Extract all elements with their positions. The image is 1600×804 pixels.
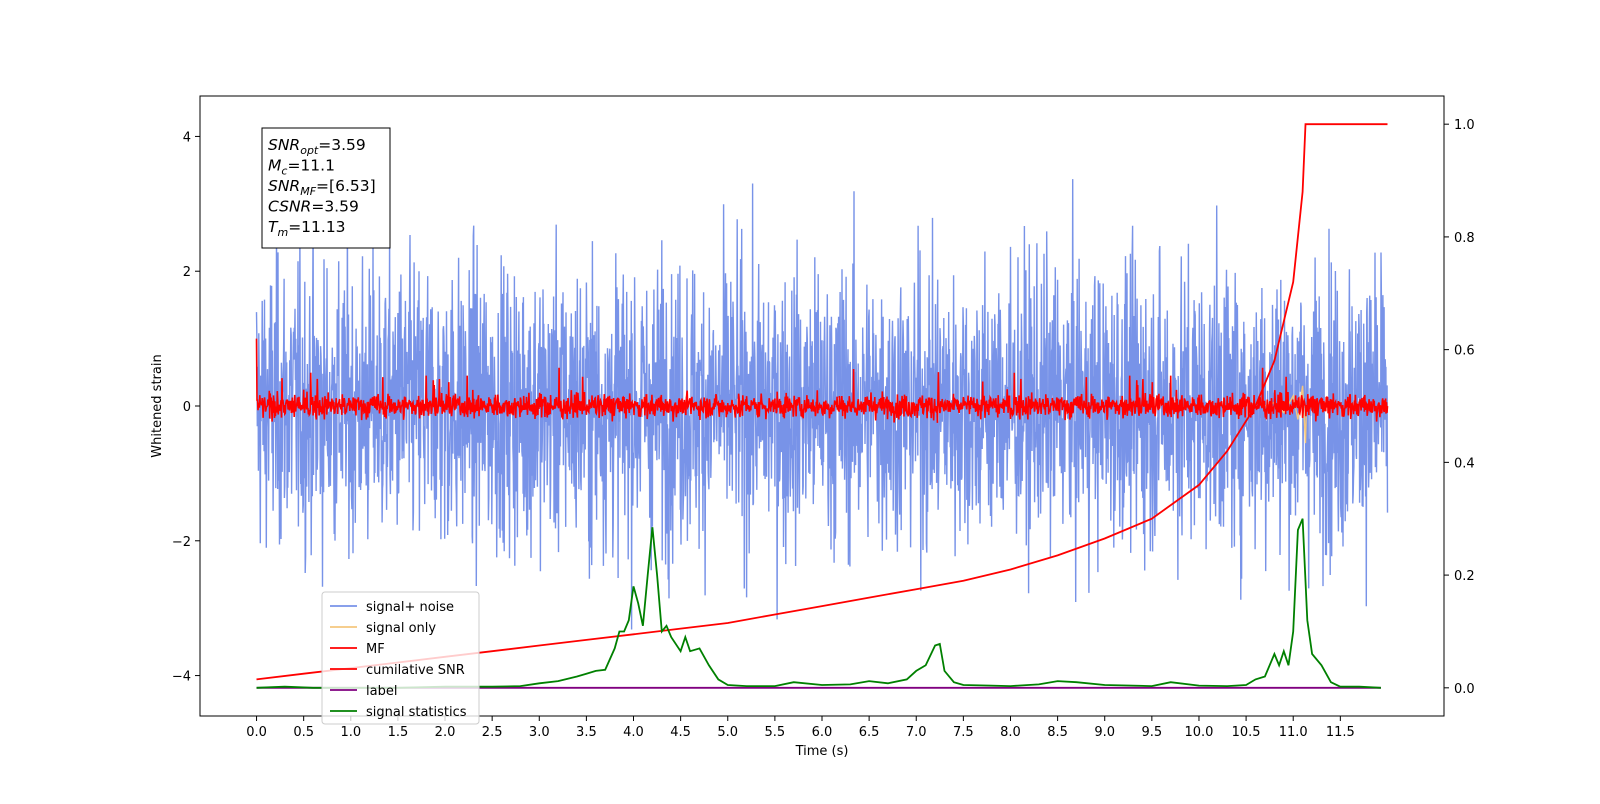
x-tick-label: 6.0	[812, 725, 833, 740]
legend-label: label	[366, 684, 397, 699]
x-tick-label: 7.5	[953, 725, 974, 740]
y2-tick-label: 0.6	[1454, 344, 1475, 359]
x-tick-label: 3.0	[529, 725, 550, 740]
info-line: SNRopt=3.59	[268, 136, 366, 157]
y2-tick-label: 0.0	[1454, 682, 1475, 697]
x-tick-label: 3.5	[576, 725, 597, 740]
y2-tick-label: 0.8	[1454, 231, 1475, 246]
series-signal-statistics-line	[256, 518, 1381, 689]
legend-label: signal+ noise	[366, 600, 454, 615]
x-tick-label: 8.0	[1000, 725, 1021, 740]
x-tick-label: 8.5	[1047, 725, 1068, 740]
x-tick-label: 9.5	[1142, 725, 1163, 740]
x-tick-label: 5.0	[717, 725, 738, 740]
x-tick-label: 7.0	[906, 725, 927, 740]
legend-frame	[321, 591, 480, 725]
x-tick-label: 4.0	[623, 725, 644, 740]
x-tick-label: 11.5	[1326, 725, 1355, 740]
x-tick-label: 1.0	[340, 725, 361, 740]
info-line: Mc=11.1	[268, 157, 335, 178]
y-tick-label: 2	[183, 265, 191, 280]
x-tick-label: 2.0	[435, 725, 456, 740]
y2-tick-label: 1.0	[1454, 118, 1475, 133]
x-tick-label: 10.0	[1184, 725, 1213, 740]
x-tick-label: 5.5	[765, 725, 786, 740]
legend-label: MF	[366, 642, 385, 657]
y-tick-label: −2	[172, 535, 191, 550]
axis-ticks: 0.0 0.5 1.0 1.5 2.0 2.5 3.0 3.5 4.0 4.5 5.0 5.5 6.0 6…	[172, 118, 1475, 740]
y-tick-label: 4	[183, 130, 191, 145]
legend: signal+ noise signal only MF cumilative SNR…	[321, 591, 480, 725]
legend-label: signal statistics	[366, 705, 467, 720]
series-cumilative-snr-line	[256, 123, 1388, 681]
info-box-frame	[261, 127, 391, 249]
x-axis-label: Time (s)	[795, 744, 849, 759]
x-tick-label: 11.0	[1279, 725, 1308, 740]
info-line: Tm=11.13	[268, 218, 346, 239]
x-tick-label: 10.5	[1232, 725, 1261, 740]
x-tick-label: 0.5	[293, 725, 314, 740]
x-tick-label: 4.5	[670, 725, 691, 740]
info-line: SNRMF=[6.53]	[268, 177, 376, 198]
legend-label: cumilative SNR	[366, 663, 465, 678]
y2-tick-label: 0.2	[1454, 569, 1475, 584]
info-line: CSNR=3.59	[268, 198, 359, 216]
series-signal-noise-line	[255, 179, 1389, 630]
legend-label: signal only	[366, 621, 436, 636]
x-tick-label: 0.0	[246, 725, 267, 740]
y-tick-label: 0	[183, 400, 191, 415]
series-mf-line	[255, 338, 1389, 423]
y2-tick-label: 0.4	[1454, 456, 1475, 471]
y-axis-label: Whitened strain	[150, 354, 165, 457]
x-tick-label: 6.5	[859, 725, 880, 740]
x-tick-label: 2.5	[482, 725, 503, 740]
y-tick-label: −4	[172, 670, 191, 685]
x-tick-label: 9.0	[1094, 725, 1115, 740]
x-tick-label: 1.5	[388, 725, 409, 740]
